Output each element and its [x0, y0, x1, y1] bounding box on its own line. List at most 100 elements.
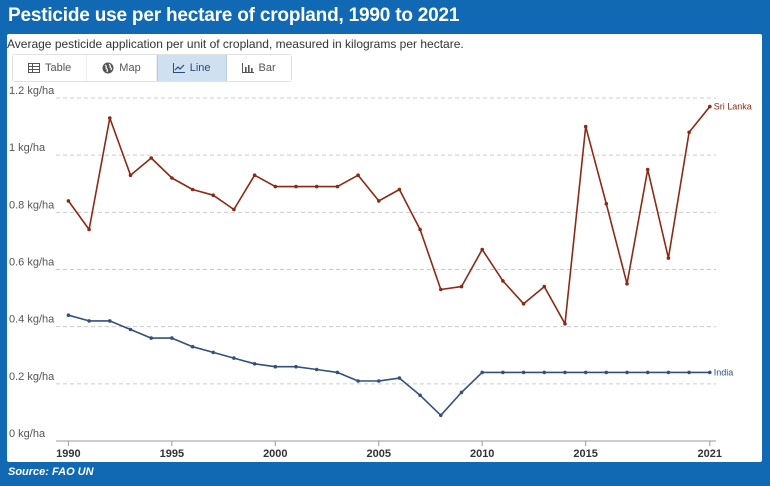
data-point-sri-lanka: [604, 202, 609, 206]
data-point-india: [480, 370, 485, 375]
y-tick-label: 1 kg/ha: [9, 142, 46, 154]
chart-panel: Average pesticide application per unit o…: [7, 34, 762, 462]
data-point-sri-lanka: [521, 302, 526, 306]
data-point-india: [604, 370, 609, 375]
view-tabs: Table Map Line: [12, 54, 292, 82]
data-point-sri-lanka: [128, 173, 133, 177]
data-point-india: [645, 370, 650, 375]
data-point-sri-lanka: [66, 199, 71, 203]
tab-bar[interactable]: Bar: [226, 55, 291, 81]
data-point-sri-lanka: [459, 284, 464, 289]
data-point-india: [170, 336, 174, 340]
data-point-india: [377, 379, 381, 383]
y-tick-label: 0.6 kg/ha: [9, 257, 55, 269]
y-tick-label: 0.2 kg/ha: [9, 371, 55, 383]
tab-table[interactable]: Table: [13, 55, 88, 81]
data-point-india: [190, 344, 195, 349]
x-tick-label: 2015: [573, 448, 597, 460]
x-tick-label: 2000: [263, 448, 287, 460]
data-point-india: [108, 319, 112, 323]
data-point-sri-lanka: [232, 207, 236, 212]
data-point-sri-lanka: [273, 184, 278, 189]
data-point-sri-lanka: [542, 284, 547, 289]
data-point-india: [666, 370, 671, 375]
y-tick-label: 0 kg/ha: [9, 428, 46, 440]
y-tick-label: 0.4 kg/ha: [9, 314, 55, 326]
y-tick-label: 1.2 kg/ha: [9, 85, 55, 97]
bar-chart-icon: [241, 63, 254, 73]
data-point-india: [583, 370, 588, 375]
data-point-sri-lanka: [294, 184, 298, 189]
data-point-sri-lanka: [501, 279, 505, 283]
source-note: Source: FAO UN: [8, 466, 94, 478]
data-point-sri-lanka: [480, 247, 485, 252]
data-point-india: [211, 350, 215, 355]
data-point-sri-lanka: [356, 173, 360, 177]
table-icon: [28, 63, 40, 73]
data-point-sri-lanka: [190, 187, 195, 192]
data-point-sri-lanka: [87, 227, 91, 232]
tab-map[interactable]: Map: [87, 55, 157, 81]
data-point-india: [687, 370, 691, 375]
data-point-india: [128, 327, 133, 332]
data-point-india: [501, 370, 505, 375]
data-point-sri-lanka: [252, 173, 257, 177]
data-point-india: [542, 370, 547, 375]
x-tick-label: 1995: [160, 448, 184, 460]
data-point-india: [563, 370, 567, 375]
data-point-india: [708, 370, 712, 375]
x-tick-label: 2010: [470, 448, 494, 460]
series-line-sri-lanka: [67, 106, 711, 325]
chart-subtitle: Average pesticide application per unit o…: [7, 37, 464, 51]
data-point-sri-lanka: [397, 187, 402, 192]
x-tick-label: 1990: [56, 448, 80, 460]
data-point-india: [87, 319, 91, 323]
title-bar: Pesticide use per hectare of cropland, 1…: [0, 0, 770, 34]
tab-line[interactable]: Line: [156, 55, 227, 81]
tab-bar-label: Bar: [258, 62, 276, 74]
data-point-sri-lanka: [645, 167, 650, 172]
data-point-india: [66, 313, 71, 318]
data-point-india: [294, 364, 298, 369]
data-point-india: [459, 390, 464, 395]
data-point-india: [356, 379, 360, 383]
data-point-india: [335, 370, 340, 375]
series-line-india: [68, 314, 710, 417]
data-point-india: [418, 393, 422, 398]
data-point-india: [149, 336, 153, 340]
data-point-sri-lanka: [666, 256, 671, 260]
data-point-india: [439, 413, 443, 418]
data-point-india: [521, 370, 526, 375]
data-point-india: [625, 370, 629, 375]
chart-title: Pesticide use per hectare of cropland, 1…: [8, 5, 460, 26]
data-point-sri-lanka: [687, 130, 691, 135]
data-point-sri-lanka: [377, 199, 381, 203]
globe-icon: [102, 62, 114, 74]
data-point-sri-lanka: [149, 156, 153, 160]
data-point-india: [397, 376, 402, 380]
y-tick-label: 0.8 kg/ha: [9, 199, 55, 211]
x-tick-label: 2021: [698, 448, 722, 460]
data-point-sri-lanka: [625, 282, 629, 286]
tab-map-label: Map: [119, 62, 141, 74]
data-point-sri-lanka: [108, 116, 112, 120]
data-point-sri-lanka: [583, 124, 588, 129]
x-tick-label: 2005: [367, 448, 391, 460]
series-label-sri-lanka: Sri Lanka: [714, 102, 752, 112]
data-point-sri-lanka: [418, 227, 422, 232]
data-point-india: [232, 356, 236, 360]
data-point-sri-lanka: [708, 104, 712, 109]
data-point-india: [252, 362, 257, 366]
series-label-india: India: [714, 367, 734, 377]
tab-line-label: Line: [189, 62, 211, 74]
data-point-sri-lanka: [563, 322, 567, 326]
data-point-sri-lanka: [439, 287, 443, 292]
data-point-sri-lanka: [335, 184, 340, 189]
data-point-sri-lanka: [211, 193, 215, 197]
tab-table-label: Table: [45, 62, 72, 74]
data-point-india: [314, 367, 319, 372]
data-point-india: [273, 364, 278, 369]
data-point-sri-lanka: [314, 184, 319, 189]
